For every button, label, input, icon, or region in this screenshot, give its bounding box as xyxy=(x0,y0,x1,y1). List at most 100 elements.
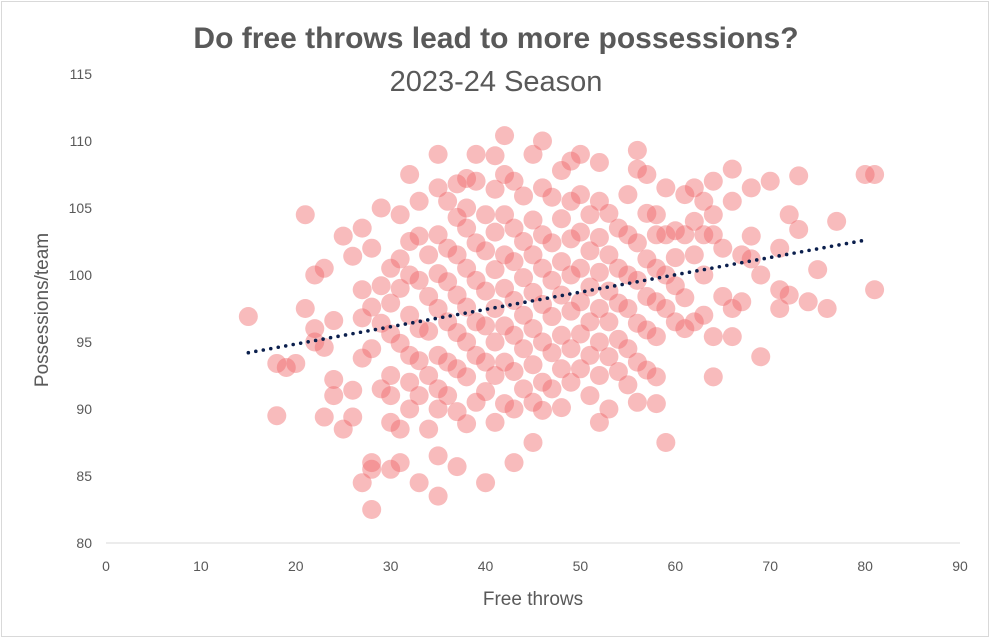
data-point xyxy=(514,186,534,206)
data-point xyxy=(779,205,799,225)
data-point xyxy=(485,412,505,432)
data-point xyxy=(381,386,401,406)
data-point xyxy=(608,329,628,349)
data-point xyxy=(362,238,382,258)
data-point xyxy=(523,433,543,452)
x-tick-label: 0 xyxy=(102,558,110,574)
data-point xyxy=(390,278,410,298)
data-point xyxy=(457,367,477,387)
data-point xyxy=(400,265,420,285)
data-point xyxy=(561,339,581,359)
data-point xyxy=(466,233,486,253)
data-point xyxy=(428,399,448,419)
data-point xyxy=(646,225,666,245)
data-point xyxy=(400,345,420,365)
data-point xyxy=(627,140,647,160)
data-point xyxy=(495,165,515,184)
data-point xyxy=(703,327,723,347)
x-tick-label: 30 xyxy=(383,558,399,574)
data-point xyxy=(580,241,600,261)
data-point xyxy=(485,366,505,385)
data-point xyxy=(476,281,496,301)
data-point xyxy=(722,191,742,211)
data-point xyxy=(618,339,638,359)
data-point xyxy=(419,245,439,265)
data-point xyxy=(495,278,515,298)
data-point xyxy=(419,321,439,341)
data-point xyxy=(542,187,562,207)
x-tick-label: 80 xyxy=(857,558,873,574)
data-point xyxy=(599,312,619,332)
x-tick-label: 60 xyxy=(668,558,684,574)
data-point xyxy=(485,332,505,352)
y-tick-label: 110 xyxy=(70,133,93,149)
data-point xyxy=(713,286,733,306)
y-axis-label: Possessions/team xyxy=(32,233,53,387)
data-point xyxy=(646,258,666,278)
data-point xyxy=(495,205,515,225)
data-point xyxy=(447,207,467,227)
data-point xyxy=(703,205,723,225)
data-point xyxy=(371,313,391,333)
data-point xyxy=(314,407,334,427)
data-point xyxy=(684,312,704,332)
data-point xyxy=(808,260,828,280)
data-point xyxy=(665,221,685,241)
data-point xyxy=(684,178,704,198)
data-point xyxy=(371,379,391,399)
data-point xyxy=(627,313,647,333)
data-point xyxy=(438,386,458,406)
data-point xyxy=(770,280,790,300)
data-point xyxy=(675,288,695,308)
data-point xyxy=(741,178,761,198)
data-point xyxy=(504,453,524,473)
data-point xyxy=(390,333,410,353)
data-point xyxy=(362,500,382,519)
data-point xyxy=(551,359,571,379)
data-point xyxy=(409,386,429,406)
data-point xyxy=(485,260,505,280)
data-point xyxy=(286,353,306,373)
data-point xyxy=(466,270,486,290)
data-point xyxy=(637,203,657,223)
data-points xyxy=(238,126,885,519)
data-point xyxy=(514,305,534,325)
data-point xyxy=(722,299,742,318)
data-point xyxy=(589,227,609,247)
data-point xyxy=(855,165,875,184)
data-point xyxy=(646,394,666,414)
data-point xyxy=(428,225,448,245)
data-point xyxy=(447,285,467,305)
data-point xyxy=(684,245,704,265)
data-point xyxy=(314,258,334,278)
data-point xyxy=(447,402,467,422)
data-point xyxy=(362,339,382,359)
data-point xyxy=(457,258,477,278)
data-point xyxy=(438,352,458,372)
data-point xyxy=(504,252,524,272)
data-point xyxy=(608,258,628,278)
data-point xyxy=(637,320,657,340)
data-point xyxy=(694,265,714,285)
data-point xyxy=(770,299,790,318)
data-point xyxy=(542,343,562,363)
data-point xyxy=(599,203,619,223)
data-point xyxy=(409,191,429,211)
data-point xyxy=(371,276,391,296)
data-point xyxy=(532,258,552,278)
data-point xyxy=(400,305,420,325)
data-point xyxy=(352,348,372,368)
data-point xyxy=(646,367,666,387)
data-point xyxy=(457,332,477,352)
data-point xyxy=(352,473,372,493)
data-point xyxy=(523,319,543,339)
data-point xyxy=(532,131,552,151)
data-point xyxy=(599,245,619,265)
x-tick-label: 40 xyxy=(478,558,494,574)
data-point xyxy=(694,225,714,245)
data-point xyxy=(352,218,372,238)
chart-subtitle: 2023-24 Season xyxy=(389,66,603,98)
data-point xyxy=(504,399,524,419)
data-point xyxy=(608,218,628,238)
data-point xyxy=(532,178,552,198)
